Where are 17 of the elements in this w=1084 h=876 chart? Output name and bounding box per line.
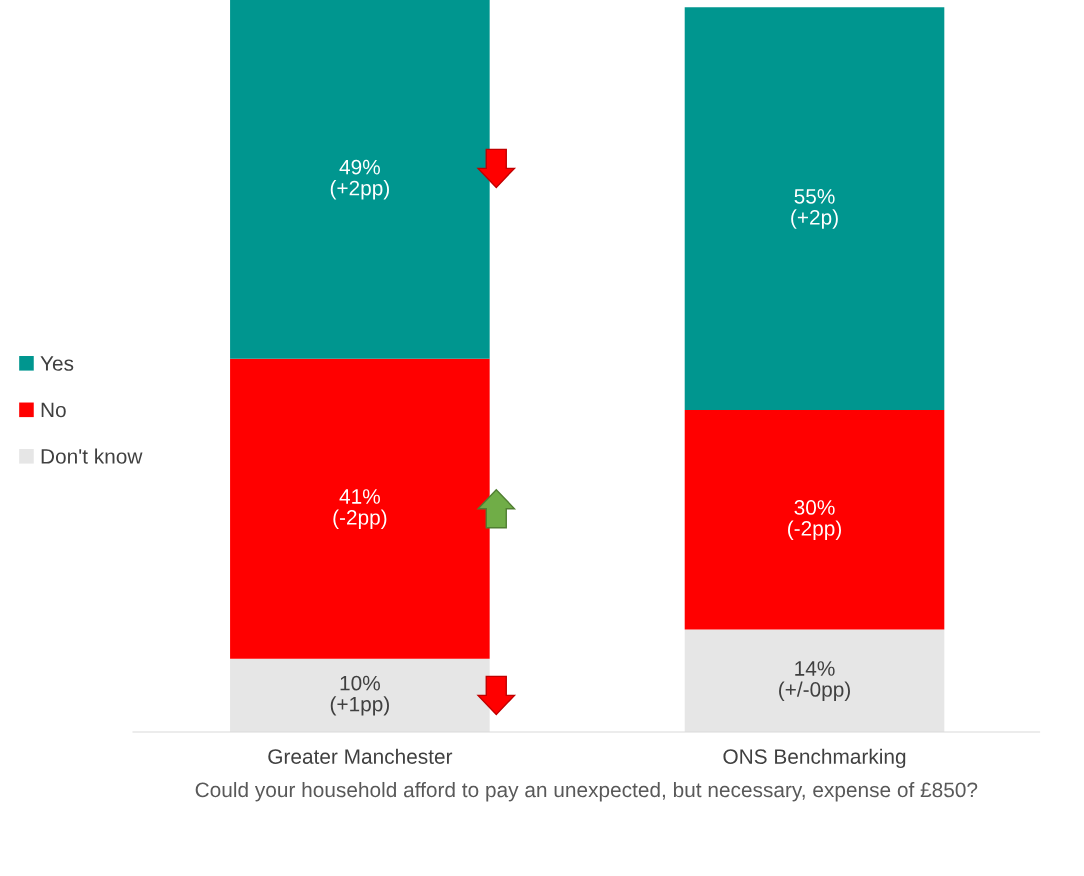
x-tick-label: ONS Benchmarking: [723, 748, 906, 769]
x-tick-label: Greater Manchester: [268, 748, 453, 764]
data-label: 14% (+/-0pp): [779, 661, 850, 701]
data-label: 10% (+1pp): [330, 675, 389, 716]
bar: [230, 0, 490, 359]
legend-label: No: [41, 402, 66, 418]
legend-label: Don't know: [41, 448, 143, 464]
bar: [684, 629, 945, 732]
legend-label: Yes: [40, 356, 74, 371]
data-label: 49% (+2pp): [330, 159, 389, 200]
bar: [230, 358, 490, 659]
data-label: 41% (-2pp): [333, 489, 387, 529]
data-label: 55% (+2p): [791, 189, 838, 229]
bar: [684, 409, 945, 630]
bar: [684, 7, 945, 410]
x-axis-title: Could your household afford to pay an unexpected, but necessary, expense of £850?: [195, 781, 978, 802]
data-label: 30% (-2pp): [788, 500, 842, 540]
